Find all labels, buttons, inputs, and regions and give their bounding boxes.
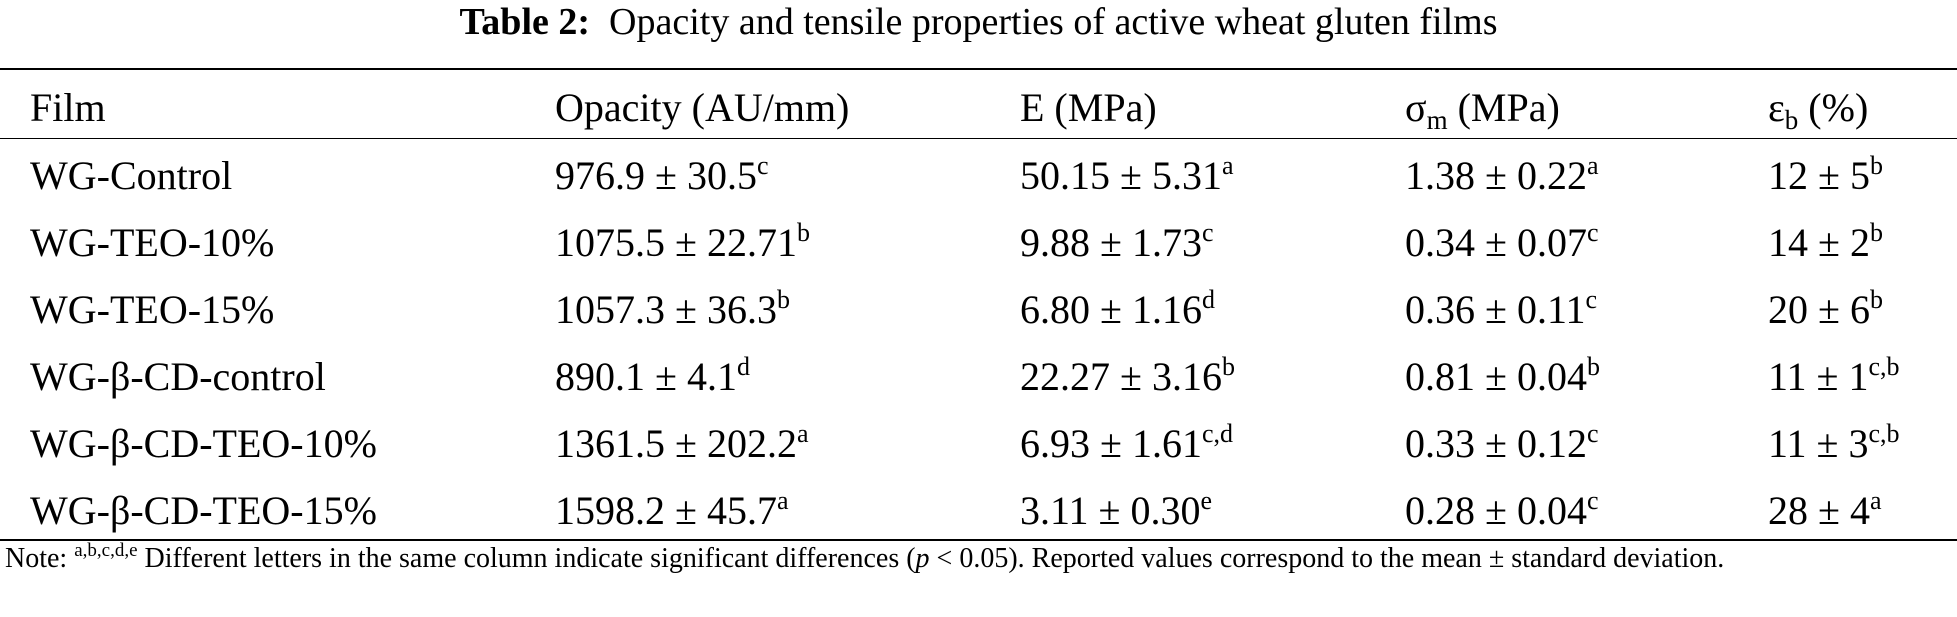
film-cell: WG-β-CD-TEO-10% bbox=[30, 421, 377, 466]
header-opacity: Opacity (AU/mm) bbox=[555, 85, 850, 130]
epsilon-cell: 11 ± 3c,b bbox=[1768, 419, 1900, 466]
note-text-2: < 0.05). Reported values correspond to t… bbox=[929, 543, 1725, 574]
sigma-cell: 0.33 ± 0.12c bbox=[1405, 419, 1599, 466]
header-rule bbox=[0, 138, 1957, 139]
sigma-cell: 1.38 ± 0.22a bbox=[1405, 151, 1599, 198]
opacity-cell: 890.1 ± 4.1d bbox=[555, 352, 750, 399]
film-cell: WG-TEO-15% bbox=[30, 287, 275, 332]
sigma-cell: 0.36 ± 0.11c bbox=[1405, 285, 1598, 332]
top-rule bbox=[0, 68, 1957, 70]
sigma-unit: (MPa) bbox=[1457, 85, 1560, 130]
opacity-cell: 1075.5 ± 22.71b bbox=[555, 218, 810, 265]
film-cell: WG-β-CD-control bbox=[30, 354, 326, 399]
table-title: Table 2: Opacity and tensile properties … bbox=[0, 0, 1957, 44]
film-cell: WG-β-CD-TEO-15% bbox=[30, 488, 377, 533]
opacity-cell: 976.9 ± 30.5c bbox=[555, 151, 769, 198]
e-cell: 50.15 ± 5.31a bbox=[1020, 151, 1234, 198]
epsilon-unit: (%) bbox=[1808, 85, 1869, 130]
table-row: WG-Control 976.9 ± 30.5c 50.15 ± 5.31a 1… bbox=[0, 150, 1957, 202]
epsilon-cell: 12 ± 5b bbox=[1768, 151, 1883, 198]
opacity-cell: 1057.3 ± 36.3b bbox=[555, 285, 790, 332]
sigma-cell: 0.34 ± 0.07c bbox=[1405, 218, 1599, 265]
note-text-1: Different letters in the same column ind… bbox=[137, 543, 916, 574]
sigma-cell: 0.81 ± 0.04b bbox=[1405, 352, 1600, 399]
epsilon-cell: 28 ± 4a bbox=[1768, 486, 1882, 533]
table-row: WG-β-CD-control 890.1 ± 4.1d 22.27 ± 3.1… bbox=[0, 351, 1957, 403]
opacity-cell: 1598.2 ± 45.7a bbox=[555, 486, 789, 533]
bottom-rule bbox=[0, 539, 1957, 541]
e-cell: 6.93 ± 1.61c,d bbox=[1020, 419, 1233, 466]
sigma-subscript: m bbox=[1426, 105, 1448, 135]
note-p-symbol: p bbox=[915, 543, 930, 574]
header-film: Film bbox=[30, 85, 106, 130]
e-cell: 9.88 ± 1.73c bbox=[1020, 218, 1214, 265]
film-cell: WG-Control bbox=[30, 153, 233, 198]
epsilon-cell: 20 ± 6b bbox=[1768, 285, 1883, 332]
film-cell: WG-TEO-10% bbox=[30, 220, 275, 265]
sigma-cell: 0.28 ± 0.04c bbox=[1405, 486, 1599, 533]
epsilon-subscript: b bbox=[1784, 105, 1799, 135]
opacity-cell: 1361.5 ± 202.2a bbox=[555, 419, 809, 466]
note-prefix: Note: bbox=[5, 543, 68, 574]
epsilon-cell: 14 ± 2b bbox=[1768, 218, 1883, 265]
epsilon-symbol: ε bbox=[1768, 85, 1785, 130]
e-cell: 22.27 ± 3.16b bbox=[1020, 352, 1235, 399]
table-header: Film Opacity (AU/mm) E (MPa) σm (MPa) εb… bbox=[0, 82, 1957, 135]
table-caption: Opacity and tensile properties of active… bbox=[609, 1, 1498, 43]
sigma-symbol: σ bbox=[1405, 85, 1427, 130]
table-row: WG-TEO-15% 1057.3 ± 36.3b 6.80 ± 1.16d 0… bbox=[0, 284, 1957, 336]
header-e: E (MPa) bbox=[1020, 85, 1157, 130]
e-cell: 6.80 ± 1.16d bbox=[1020, 285, 1215, 332]
table-number: Table 2: bbox=[459, 1, 591, 43]
header-epsilon: εb (%) bbox=[1768, 82, 1868, 138]
table-row: WG-TEO-10% 1075.5 ± 22.71b 9.88 ± 1.73c … bbox=[0, 217, 1957, 269]
epsilon-cell: 11 ± 1c,b bbox=[1768, 352, 1900, 399]
note-letters: a,b,c,d,e bbox=[74, 540, 138, 561]
e-cell: 3.11 ± 0.30e bbox=[1020, 486, 1213, 533]
table-row: WG-β-CD-TEO-10% 1361.5 ± 202.2a 6.93 ± 1… bbox=[0, 418, 1957, 470]
header-sigma: σm (MPa) bbox=[1405, 82, 1560, 138]
table-note: Note: a,b,c,d,e Different letters in the… bbox=[5, 540, 1955, 578]
table-row: WG-β-CD-TEO-15% 1598.2 ± 45.7a 3.11 ± 0.… bbox=[0, 485, 1957, 537]
